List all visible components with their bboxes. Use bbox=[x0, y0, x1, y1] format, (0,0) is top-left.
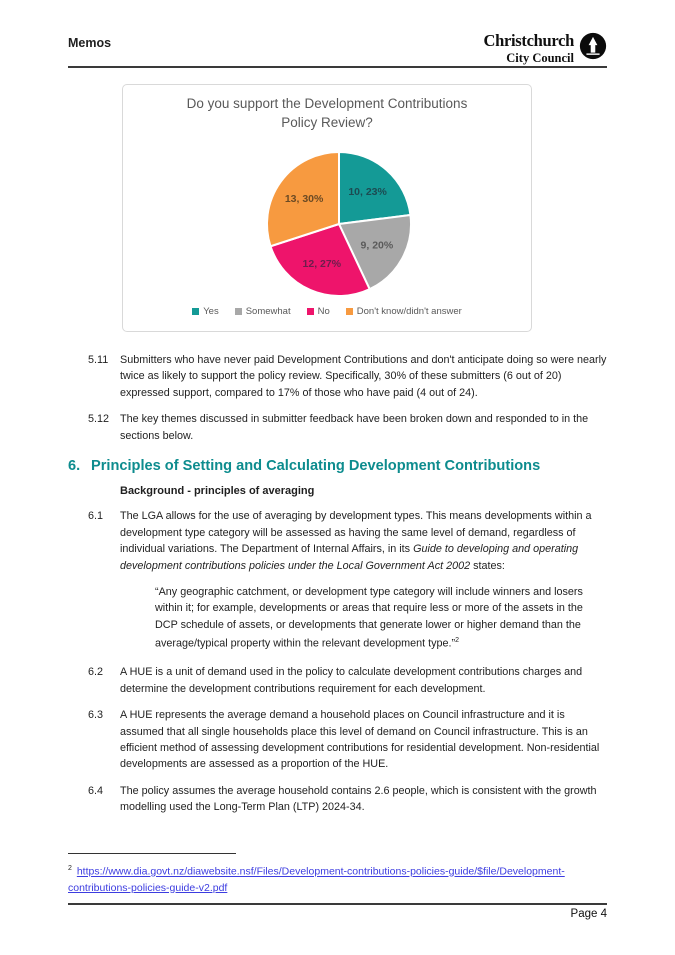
para-text: A HUE represents the average demand a ho… bbox=[120, 709, 600, 771]
legend-item-somewhat: Somewhat bbox=[234, 306, 291, 317]
ccc-logo-text: Christchurch City Council bbox=[483, 31, 574, 65]
pie-chart: 10, 23% 9, 20% 12, 27% 13, 30% bbox=[266, 151, 412, 297]
ccc-logo: Christchurch City Council bbox=[483, 32, 607, 65]
header-rule bbox=[68, 66, 607, 68]
para-number: 6.4 bbox=[88, 784, 104, 797]
legend-swatch-icon bbox=[234, 308, 242, 315]
legend-label: Somewhat bbox=[245, 306, 291, 317]
logo-line2: City Council bbox=[506, 50, 574, 65]
pie-data-label-no: 12, 27% bbox=[303, 258, 342, 270]
logo-line1: Christchurch bbox=[483, 31, 574, 50]
chart-panel: Do you support the Development Contribut… bbox=[122, 84, 532, 332]
para-6-1: 6.1 The LGA allows for the use of averag… bbox=[68, 508, 607, 574]
legend-label: Yes bbox=[203, 306, 219, 317]
para-number: 5.11 bbox=[88, 354, 109, 366]
legend-label: Don't know/didn't answer bbox=[356, 306, 462, 317]
chart-legend: Yes Somewhat No Don't know/didn't answer bbox=[123, 306, 531, 317]
legend-item-no: No bbox=[306, 306, 330, 317]
footnote-marker: 2 bbox=[68, 865, 72, 872]
chart-title-line1: Do you support the Development Contribut… bbox=[186, 96, 468, 111]
para-text: The policy assumes the average household… bbox=[120, 784, 597, 814]
pie-slice-don-t-know-didn-t-answer bbox=[266, 151, 340, 248]
para-text: The LGA allows for the use of averaging … bbox=[120, 510, 592, 572]
pie-data-label-don-t-know-didn-t-answer: 13, 30% bbox=[285, 193, 324, 205]
para-6-4: 6.4 The policy assumes the average house… bbox=[68, 783, 607, 816]
para-5-11: 5.11 Submitters who have never paid Deve… bbox=[68, 352, 607, 401]
para-number: 6.2 bbox=[88, 666, 104, 679]
legend-label: No bbox=[317, 306, 330, 317]
pie-slice-no bbox=[269, 223, 371, 297]
section-title: Principles of Setting and Calculating De… bbox=[91, 458, 541, 475]
section-6-subheading: Background - principles of averaging bbox=[120, 485, 315, 498]
pie-slice-somewhat bbox=[338, 213, 412, 291]
para-number: 6.1 bbox=[88, 510, 104, 523]
memo-title: Memos bbox=[68, 36, 112, 50]
legend-swatch-icon bbox=[306, 308, 314, 315]
chart-title: Do you support the Development Contribut… bbox=[123, 94, 531, 132]
legend-item-don-t-know-didn-t-answer: Don't know/didn't answer bbox=[345, 306, 462, 317]
block-quote: “Any geographic catchment, or developmen… bbox=[155, 586, 583, 650]
ccc-cathedral-icon bbox=[579, 32, 607, 65]
para-5-12: 5.12 The key themes discussed in submitt… bbox=[68, 411, 607, 444]
footnote: 2 https://www.dia.govt.nz/diawebsite.nsf… bbox=[68, 861, 607, 896]
para-6-2: 6.2 A HUE is a unit of demand used in th… bbox=[68, 664, 607, 697]
para-number: 6.3 bbox=[88, 709, 104, 722]
pie-slice-yes bbox=[338, 151, 412, 225]
footer-rule bbox=[68, 903, 607, 905]
legend-swatch-icon bbox=[192, 308, 200, 315]
footnote-separator bbox=[68, 853, 236, 854]
para-text: Submitters who have never paid Developme… bbox=[120, 354, 607, 399]
chart-title-line2: Policy Review? bbox=[281, 115, 373, 130]
legend-swatch-icon bbox=[345, 308, 353, 315]
legend-item-yes: Yes bbox=[192, 306, 219, 317]
para-number: 5.12 bbox=[88, 413, 110, 426]
para-text: The key themes discussed in submitter fe… bbox=[120, 413, 589, 442]
pie-data-label-somewhat: 9, 20% bbox=[361, 239, 394, 251]
section-number: 6. bbox=[68, 458, 81, 475]
memo-body: 5.11 Submitters who have never paid Deve… bbox=[68, 352, 607, 826]
page-number: Page 4 bbox=[570, 908, 607, 920]
pie-data-label-yes: 10, 23% bbox=[348, 186, 387, 198]
para-text: A HUE is a unit of demand used in the po… bbox=[120, 666, 583, 695]
section-6-heading: 6. Principles of Setting and Calculating… bbox=[68, 457, 607, 476]
para-6-3: 6.3 A HUE represents the average demand … bbox=[68, 707, 607, 773]
footnote-link[interactable]: https://www.dia.govt.nz/diawebsite.nsf/F… bbox=[68, 865, 565, 894]
